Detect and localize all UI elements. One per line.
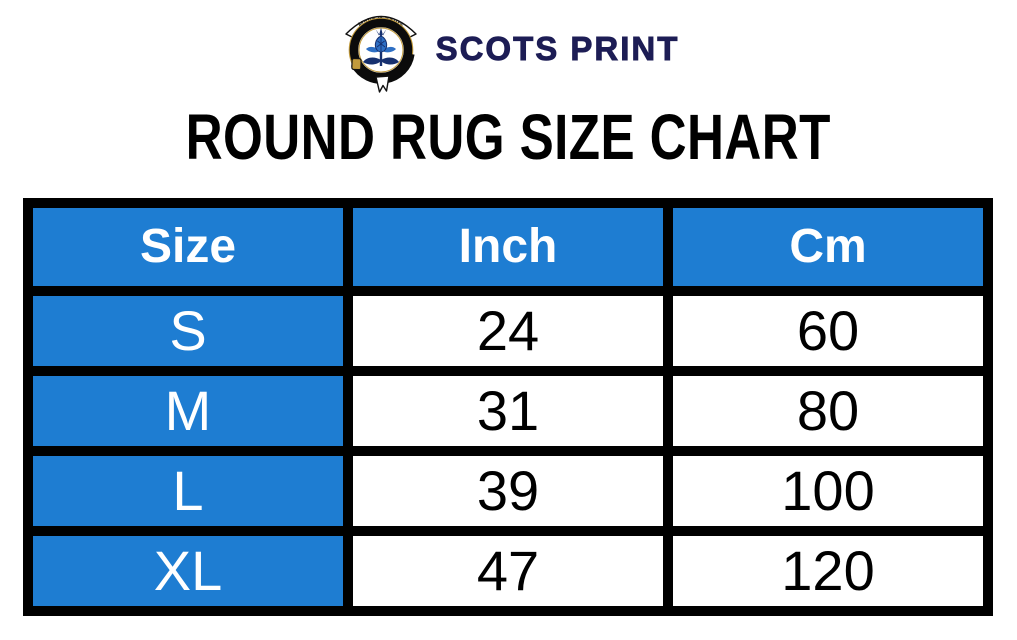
inch-value-cell: 31 [343,366,673,456]
table-row-xl: XL 47 120 [23,526,993,616]
column-header-cm: Cm [663,198,993,296]
inch-value-cell: 24 [343,286,673,376]
brand-name: SCOTS PRINT [435,30,680,68]
page-title: ROUND RUG SIZE CHART [185,101,832,173]
inch-value-cell: 39 [343,446,673,536]
size-cell: S [23,286,353,376]
logo: Make It Yours [0,4,1017,96]
size-cell: M [23,366,353,456]
table-row-s: S 24 60 [23,286,993,376]
cm-value-cell: 120 [663,526,993,616]
cm-value-cell: 60 [663,286,993,376]
size-cell: L [23,446,353,536]
column-header-inch: Inch [343,198,673,296]
table-row-m: M 31 80 [23,366,993,456]
table-row-l: L 39 100 [23,446,993,536]
size-chart-table: Size Inch Cm S 24 60 M 31 80 L 39 100 [23,198,993,616]
size-cell: XL [23,526,353,616]
title-row: ROUND RUG SIZE CHART [0,100,1017,174]
thistle-icon [362,27,399,66]
cm-value-cell: 100 [663,446,993,536]
clan-crest-badge-icon: Make It Yours [344,15,417,93]
cm-value-cell: 80 [663,366,993,456]
belt-buckle [350,53,415,93]
table-header-row: Size Inch Cm [23,198,993,296]
inch-value-cell: 47 [343,526,673,616]
column-header-size: Size [23,198,353,296]
